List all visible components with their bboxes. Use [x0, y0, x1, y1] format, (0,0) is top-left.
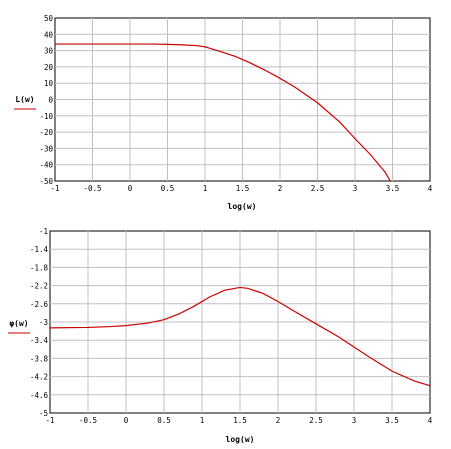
lower-y-tick-label: -1.4	[30, 245, 49, 254]
lower-y-tick-label: -5	[39, 409, 48, 418]
lower-y-tick-label: -2.2	[30, 282, 48, 291]
lower-x-tick-label: 1	[200, 416, 205, 425]
upper-y-tick-label: 10	[44, 79, 54, 88]
upper-y-tick-labels: 50 40 30 20 10 0 -10 -20 -30 -40 -50	[39, 14, 53, 186]
lower-y-tick-label: -3.4	[30, 336, 49, 345]
upper-y-tick-label: -10	[39, 112, 53, 121]
lower-y-tick-label: -3	[39, 318, 48, 327]
lower-x-tick-label: -1	[45, 416, 54, 425]
lower-y-tick-label: -1	[39, 227, 48, 236]
upper-x-tick-label: 0.5	[161, 184, 175, 193]
upper-chart: 50 40 30 20 10 0 -10 -20 -30 -40 -50 -1 -0.5 0 0.5 1 1.…	[14, 14, 433, 211]
lower-y-tick-label: -2.6	[30, 300, 49, 309]
upper-x-tick-label: 1	[203, 184, 208, 193]
upper-x-tick-label: 3	[353, 184, 358, 193]
lower-x-tick-label: 1.5	[233, 416, 247, 425]
upper-x-tick-labels: -1 -0.5 0 0.5 1 1.5 2 2.5 3 3.5 4	[50, 184, 432, 193]
upper-y-axis-label: L(w)	[15, 95, 34, 104]
lower-y-tick-label: -3.8	[30, 354, 49, 363]
upper-x-tick-label: 2.5	[311, 184, 325, 193]
lower-x-tick-label: 3	[352, 416, 357, 425]
upper-curve	[55, 43, 391, 182]
upper-x-tick-label: -0.5	[83, 184, 101, 193]
upper-x-tick-label: 3.5	[386, 184, 400, 193]
lower-x-tick-label: 3.5	[385, 416, 399, 425]
lower-x-tick-label: 4	[428, 416, 433, 425]
upper-x-tick-label: -1	[50, 184, 59, 193]
lower-y-tick-label: -4.2	[30, 373, 48, 382]
upper-y-tick-label: 40	[44, 30, 54, 39]
upper-x-tick-label: 4	[428, 184, 433, 193]
lower-x-axis-label: log(w)	[226, 435, 255, 444]
upper-x-tick-label: 0	[128, 184, 133, 193]
upper-x-tick-label: 1.5	[236, 184, 250, 193]
lower-y-axis-label: φ(w)	[9, 319, 28, 328]
upper-y-tick-label: 50	[44, 14, 54, 23]
lower-chart: -1 -1.4 -1.8 -2.2 -2.6 -3 -3.4 -3.8 -4.2 -4.6 -5 -…	[8, 227, 433, 444]
upper-y-tick-label: -30	[39, 144, 53, 153]
lower-x-tick-labels: -1 -0.5 0 0.5 1 1.5 2 2.5 3 3.5 4	[45, 416, 432, 425]
upper-y-tick-label: -50	[39, 177, 53, 186]
upper-y-tick-label: 0	[48, 96, 53, 105]
upper-y-tick-label: -20	[39, 128, 53, 137]
lower-x-tick-label: 2.5	[309, 416, 323, 425]
lower-grid	[50, 231, 430, 413]
upper-grid	[55, 18, 430, 181]
upper-x-tick-label: 2	[278, 184, 283, 193]
lower-x-tick-label: 2	[276, 416, 281, 425]
upper-y-tick-label: 30	[44, 47, 54, 56]
upper-x-axis-label: log(w)	[228, 202, 257, 211]
lower-curve	[49, 286, 431, 387]
lower-y-tick-label: -1.8	[30, 263, 49, 272]
lower-y-tick-label: -4.6	[30, 391, 49, 400]
upper-y-tick-label: 20	[44, 63, 54, 72]
lower-x-tick-label: 0.5	[157, 416, 171, 425]
upper-y-tick-label: -40	[39, 161, 53, 170]
lower-y-tick-labels: -1 -1.4 -1.8 -2.2 -2.6 -3 -3.4 -3.8 -4.2 -4.6 -5	[30, 227, 49, 418]
lower-x-tick-label: 0	[124, 416, 129, 425]
lower-x-tick-label: -0.5	[79, 416, 97, 425]
